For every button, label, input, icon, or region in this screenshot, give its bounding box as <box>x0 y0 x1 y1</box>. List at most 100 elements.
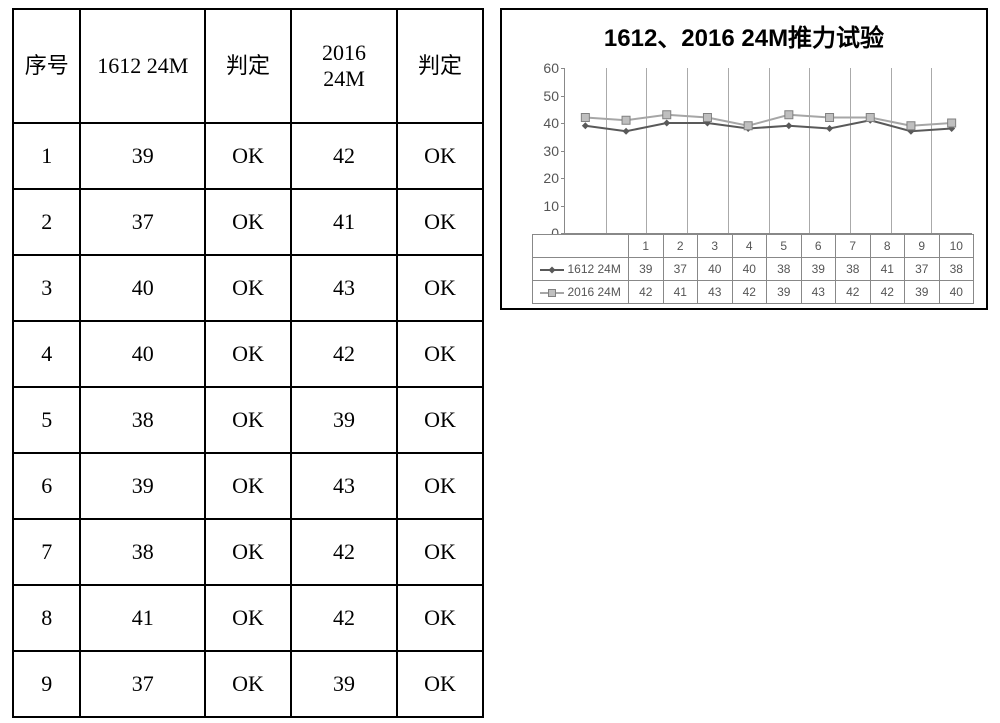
table-cell: 37 <box>80 651 205 717</box>
series-marker <box>907 122 915 130</box>
hdr-no: 序号 <box>13 9 80 123</box>
legend-category-header: 1 <box>629 235 664 258</box>
legend-blank-cell <box>533 235 629 258</box>
y-axis-label: 30 <box>543 143 559 159</box>
series-marker <box>581 114 589 122</box>
series-marker <box>785 111 793 119</box>
legend-value-cell: 39 <box>905 281 940 304</box>
y-axis-label: 60 <box>543 60 559 76</box>
legend-value-cell: 42 <box>732 281 767 304</box>
table-cell: 4 <box>13 321 80 387</box>
table-cell: OK <box>205 651 291 717</box>
legend-series-name: 2016 24M <box>533 281 629 304</box>
hdr-1612: 1612 24M <box>80 9 205 123</box>
table-cell: 43 <box>291 255 397 321</box>
y-axis-label: 20 <box>543 170 559 186</box>
legend-value-cell: 37 <box>905 258 940 281</box>
series-marker <box>866 114 874 122</box>
table-cell: 42 <box>291 519 397 585</box>
table-cell: OK <box>397 387 483 453</box>
table-cell: OK <box>205 453 291 519</box>
table-cell: OK <box>205 519 291 585</box>
table-cell: 7 <box>13 519 80 585</box>
data-table: 序号 1612 24M 判定 2016 24M 判定 139OK42OK237O… <box>12 8 484 718</box>
table-cell: OK <box>397 189 483 255</box>
table-row: 340OK43OK <box>13 255 483 321</box>
legend-value-cell: 38 <box>836 258 871 281</box>
table-cell: OK <box>205 123 291 189</box>
table-row: 738OK42OK <box>13 519 483 585</box>
table-cell: 39 <box>291 651 397 717</box>
legend-value-cell: 40 <box>732 258 767 281</box>
table-cell: OK <box>397 585 483 651</box>
legend-value-cell: 42 <box>629 281 664 304</box>
legend-value-cell: 42 <box>870 281 905 304</box>
table-cell: 5 <box>13 387 80 453</box>
series-marker <box>663 120 670 127</box>
table-cell: OK <box>397 519 483 585</box>
series-marker <box>582 122 589 129</box>
table-cell: OK <box>205 387 291 453</box>
table-row: 237OK41OK <box>13 189 483 255</box>
square-marker-icon <box>540 287 564 299</box>
series-marker <box>785 122 792 129</box>
legend-category-header: 6 <box>801 235 836 258</box>
series-marker <box>948 119 956 127</box>
table-cell: 39 <box>80 123 205 189</box>
table-cell: 3 <box>13 255 80 321</box>
series-marker <box>623 128 630 135</box>
table-cell: 2 <box>13 189 80 255</box>
table-cell: OK <box>205 189 291 255</box>
legend-series-row: 2016 24M42414342394342423940 <box>533 281 974 304</box>
table-cell: OK <box>205 255 291 321</box>
diamond-marker-icon <box>540 264 564 276</box>
table-cell: OK <box>397 255 483 321</box>
chart-card: 1612、2016 24M推力试验 0102030405060 12345678… <box>500 8 988 310</box>
legend-value-cell: 42 <box>836 281 871 304</box>
legend-series-row: 1612 24M39374040383938413738 <box>533 258 974 281</box>
table-cell: 42 <box>291 585 397 651</box>
legend-value-cell: 43 <box>698 281 733 304</box>
legend-value-cell: 38 <box>767 258 802 281</box>
hdr-2016-line2: 24M <box>292 66 396 92</box>
table-cell: 39 <box>291 387 397 453</box>
table-cell: 8 <box>13 585 80 651</box>
hdr-j1: 判定 <box>205 9 291 123</box>
table-row: 639OK43OK <box>13 453 483 519</box>
series-marker <box>703 114 711 122</box>
table-cell: 1 <box>13 123 80 189</box>
table-cell: 9 <box>13 651 80 717</box>
legend-value-cell: 37 <box>663 258 698 281</box>
series-marker <box>622 116 630 124</box>
table-cell: 42 <box>291 321 397 387</box>
table-row: 440OK42OK <box>13 321 483 387</box>
table-cell: 37 <box>80 189 205 255</box>
hdr-2016: 2016 24M <box>291 9 397 123</box>
table-cell: OK <box>205 321 291 387</box>
chart-title: 1612、2016 24M推力试验 <box>502 18 986 53</box>
table-cell: OK <box>397 453 483 519</box>
legend-category-header: 4 <box>732 235 767 258</box>
legend-category-header: 5 <box>767 235 802 258</box>
legend-category-header: 3 <box>698 235 733 258</box>
table-row: 538OK39OK <box>13 387 483 453</box>
legend-value-cell: 40 <box>939 281 974 304</box>
series-marker <box>663 111 671 119</box>
table-cell: 41 <box>291 189 397 255</box>
y-axis-label: 10 <box>543 198 559 214</box>
legend-value-cell: 39 <box>801 258 836 281</box>
legend-category-header: 10 <box>939 235 974 258</box>
data-table-body: 139OK42OK237OK41OK340OK43OK440OK42OK538O… <box>13 123 483 717</box>
legend-header-row: 12345678910 <box>533 235 974 258</box>
table-cell: 39 <box>80 453 205 519</box>
page-root: 序号 1612 24M 判定 2016 24M 判定 139OK42OK237O… <box>0 0 1000 723</box>
data-table-header-row: 序号 1612 24M 判定 2016 24M 判定 <box>13 9 483 123</box>
legend-category-header: 7 <box>836 235 871 258</box>
legend-value-cell: 39 <box>629 258 664 281</box>
table-cell: OK <box>397 321 483 387</box>
series-marker <box>826 114 834 122</box>
table-cell: 43 <box>291 453 397 519</box>
legend-category-header: 9 <box>905 235 940 258</box>
table-cell: 40 <box>80 255 205 321</box>
legend-value-cell: 40 <box>698 258 733 281</box>
